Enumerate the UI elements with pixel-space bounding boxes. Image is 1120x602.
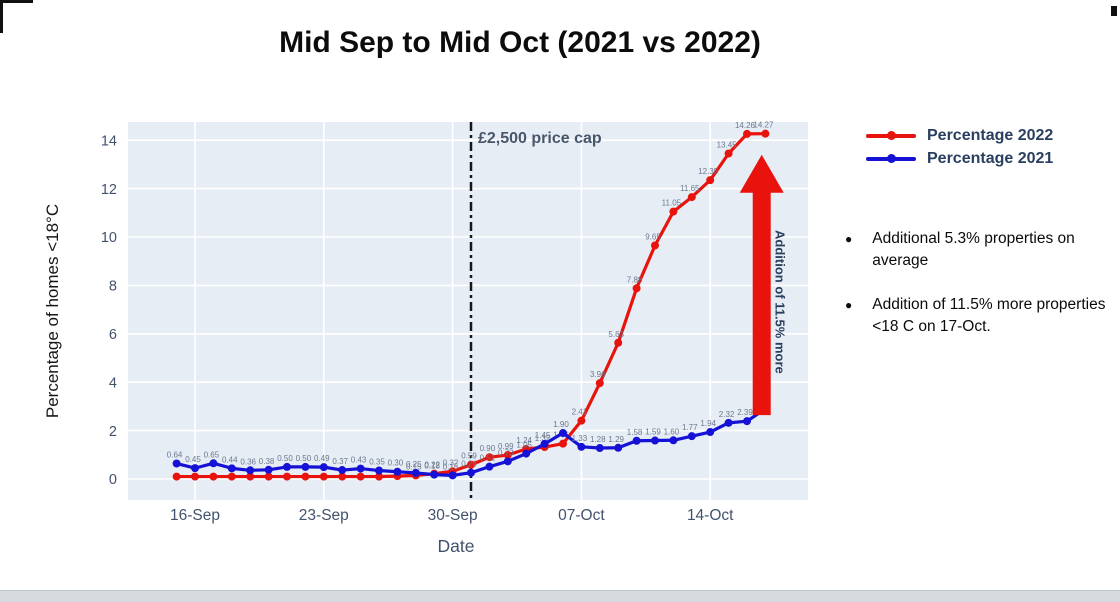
legend-item-2021: Percentage 2021	[866, 147, 1053, 170]
svg-text:12.35: 12.35	[698, 167, 719, 176]
svg-text:0.65: 0.65	[204, 450, 220, 459]
svg-text:0.37: 0.37	[332, 457, 348, 466]
svg-text:2: 2	[109, 424, 117, 440]
svg-text:1.05: 1.05	[516, 441, 532, 450]
svg-text:8: 8	[109, 279, 117, 295]
svg-text:1.58: 1.58	[627, 428, 643, 437]
svg-text:14.26: 14.26	[735, 121, 756, 130]
svg-text:0.38: 0.38	[259, 457, 275, 466]
svg-text:23-Sep: 23-Sep	[299, 507, 349, 524]
svg-text:0.50: 0.50	[296, 454, 312, 463]
addition-arrow	[739, 154, 784, 416]
svg-text:0.99: 0.99	[498, 442, 514, 451]
svg-text:0.73: 0.73	[498, 448, 514, 457]
svg-text:13.45: 13.45	[717, 141, 738, 150]
svg-text:1.94: 1.94	[700, 419, 716, 428]
svg-text:1.29: 1.29	[608, 435, 624, 444]
series-percentage-2021: 0.640.450.650.44 0.36 0.38 0.50 0.50 0.49 0.37…	[167, 404, 770, 480]
svg-text:0.45: 0.45	[185, 455, 201, 464]
svg-text:1.77: 1.77	[682, 423, 698, 432]
x-axis-title: Date	[438, 536, 475, 556]
line-chart: 0 2 4 6 8 10 12 14 16-Sep 23-Sep 30-Sep 07-Oct 14-Oc…	[43, 121, 808, 556]
svg-text:12: 12	[101, 182, 117, 198]
svg-text:1.32: 1.32	[535, 434, 551, 443]
svg-text:0.36: 0.36	[240, 457, 256, 466]
svg-text:0.18: 0.18	[424, 462, 440, 471]
svg-text:0.30: 0.30	[388, 459, 404, 468]
svg-text:11.65: 11.65	[680, 184, 700, 193]
svg-text:0.44: 0.44	[222, 455, 238, 464]
svg-text:2.32: 2.32	[719, 410, 735, 419]
svg-text:0.15: 0.15	[406, 462, 422, 471]
y-grid: 0 2 4 6 8 10 12 14	[101, 133, 808, 488]
legend-line-red-icon	[866, 131, 916, 140]
legend-line-blue-icon	[866, 154, 916, 163]
svg-text:0.32: 0.32	[443, 458, 459, 467]
svg-text:7.88: 7.88	[627, 275, 643, 284]
svg-text:1.45: 1.45	[535, 431, 551, 440]
svg-text:1.60: 1.60	[664, 427, 680, 436]
svg-text:1.24: 1.24	[516, 436, 532, 445]
svg-text:0.22: 0.22	[424, 461, 440, 470]
svg-text:3.96: 3.96	[590, 370, 606, 379]
svg-text:07-Oct: 07-Oct	[558, 507, 605, 524]
svg-text:14-Oct: 14-Oct	[687, 507, 734, 524]
svg-text:16-Sep: 16-Sep	[170, 507, 220, 524]
svg-text:9.65: 9.65	[645, 232, 661, 241]
svg-text:4: 4	[109, 375, 117, 391]
svg-text:6: 6	[109, 327, 117, 343]
y-axis-title: Percentage of homes <18°C	[43, 204, 62, 418]
x-grid: 16-Sep 23-Sep 30-Sep 07-Oct 14-Oct	[170, 122, 734, 524]
svg-text:1.33: 1.33	[572, 434, 588, 443]
svg-text:0.49: 0.49	[314, 454, 330, 463]
svg-text:2.41: 2.41	[572, 408, 588, 417]
window-corner-edge	[0, 0, 33, 33]
bullet-17oct: ● Addition of 11.5% more properties <18 …	[845, 294, 1120, 338]
svg-text:30-Sep: 30-Sep	[428, 507, 478, 524]
legend-item-2022: Percentage 2022	[866, 124, 1053, 147]
svg-text:0.25: 0.25	[406, 460, 422, 469]
arrow-caption: Addition of 11.5% more	[773, 230, 788, 374]
notes-panel: ● Additional 5.3% properties on average …	[845, 228, 1120, 360]
svg-text:14.27: 14.27	[753, 121, 774, 130]
legend-label-2022: Percentage 2022	[927, 126, 1054, 144]
legend-label-2021: Percentage 2021	[927, 149, 1054, 167]
svg-text:10: 10	[101, 230, 117, 246]
plot-area	[128, 122, 808, 500]
bottom-window-strip	[0, 590, 1120, 602]
bullet-average: ● Additional 5.3% properties on average	[845, 228, 1120, 272]
window-edge-mark	[1111, 6, 1117, 16]
svg-text:0.43: 0.43	[351, 456, 367, 465]
svg-text:14: 14	[101, 133, 117, 149]
bullet-dot-icon: ●	[845, 232, 853, 246]
svg-text:1.28: 1.28	[590, 435, 606, 444]
bullet-17oct-text: Addition of 11.5% more properties <18 C …	[872, 296, 1106, 335]
series-percentage-2022: 0.150.220.320.590.900.991.241.321.462.41…	[172, 121, 774, 481]
page-title: Mid Sep to Mid Oct (2021 vs 2022)	[279, 26, 761, 59]
svg-text:5.63: 5.63	[608, 330, 624, 339]
svg-text:0.64: 0.64	[167, 451, 183, 460]
svg-text:1.90: 1.90	[553, 420, 569, 429]
svg-text:0: 0	[109, 472, 117, 488]
svg-text:0.35: 0.35	[369, 458, 385, 467]
price-cap-label: £2,500 price cap	[478, 130, 602, 147]
svg-text:1.59: 1.59	[645, 428, 661, 437]
svg-text:0.59: 0.59	[461, 452, 477, 461]
svg-text:2.39: 2.39	[737, 408, 753, 417]
svg-text:11.05: 11.05	[662, 199, 682, 208]
svg-text:0.50: 0.50	[277, 454, 293, 463]
svg-text:0.26: 0.26	[461, 460, 477, 469]
svg-text:0.51: 0.51	[480, 454, 496, 463]
svg-text:0.15: 0.15	[443, 462, 459, 471]
bullet-dot-icon: ●	[845, 298, 853, 312]
bullet-average-text: Additional 5.3% properties on average	[872, 230, 1075, 269]
svg-text:0.90: 0.90	[480, 444, 496, 453]
chart-legend: Percentage 2022 Percentage 2021	[866, 124, 1053, 170]
